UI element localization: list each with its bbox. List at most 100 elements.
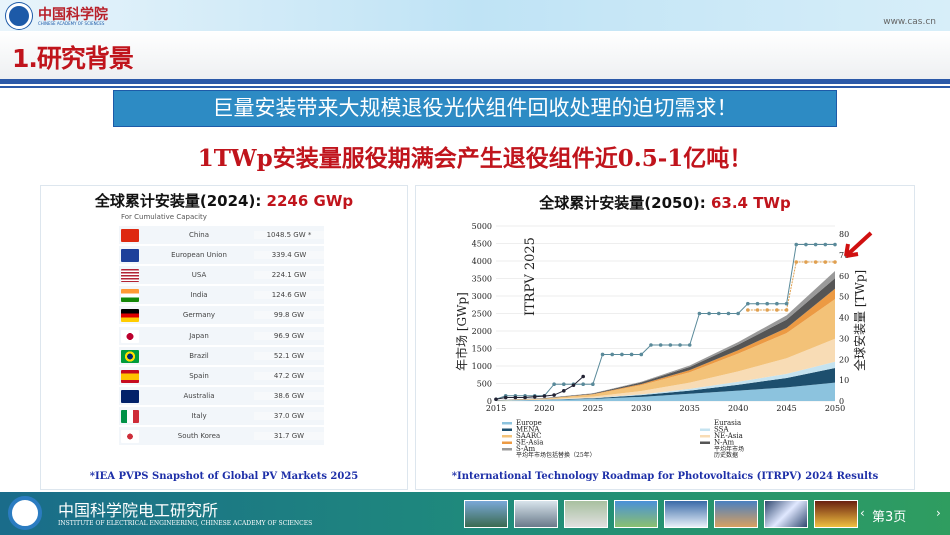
table-row: Italy 37.0 GW bbox=[119, 406, 324, 425]
next-page-button[interactable]: › bbox=[936, 506, 941, 520]
left-panel-title: 全球累计安装量(2024): 2246 GWp bbox=[41, 190, 407, 211]
itrpv-chart: 0500100015002000250030003500400045005000… bbox=[454, 222, 873, 459]
thumbnail-image bbox=[614, 500, 658, 528]
avg-market-line-point bbox=[746, 308, 750, 312]
legend-label: 历史数据 bbox=[714, 451, 738, 459]
capacity-value: 52.1 GW bbox=[254, 351, 324, 360]
avg-market-line-point bbox=[794, 260, 799, 264]
country-name: China bbox=[189, 231, 209, 239]
website-url: www.cas.cn bbox=[883, 17, 936, 27]
avg-market-line-point bbox=[804, 260, 808, 264]
y-tick-label: 500 bbox=[477, 380, 492, 389]
historical-line-point bbox=[523, 395, 527, 400]
legend-swatch bbox=[700, 428, 710, 431]
top-header: 中国科学院 CHINESE ACADEMY OF SCIENCES www.ca… bbox=[0, 0, 950, 31]
market-incl-replacement-line-point bbox=[591, 382, 595, 386]
country-name: Germany bbox=[182, 311, 216, 320]
x-tick-label: 2015 bbox=[486, 404, 506, 413]
footer: 中国科学院电工研究所 INSTITUTE OF ELECTRICAL ENGIN… bbox=[0, 492, 950, 535]
historical-line-point bbox=[552, 393, 556, 397]
market-incl-replacement-line-point bbox=[658, 343, 663, 347]
table-row: India 124.6 GW bbox=[119, 286, 324, 305]
flag-usa-icon bbox=[121, 269, 139, 283]
area-saarc bbox=[496, 299, 835, 401]
institute-logo-icon bbox=[8, 496, 42, 530]
y2-tick-label: 10 bbox=[839, 376, 849, 385]
capacity-value: 1048.5 GW * bbox=[254, 231, 324, 239]
y-tick-label: 3000 bbox=[472, 292, 492, 301]
market-incl-replacement-line-point bbox=[746, 301, 750, 306]
flag-italy-icon bbox=[121, 409, 139, 423]
historical-line-point bbox=[571, 383, 576, 388]
capacity-value: 38.6 GW bbox=[254, 391, 324, 400]
table-row: South Korea 31.7 GW bbox=[119, 427, 324, 445]
capacity-value: 339.4 GW bbox=[254, 251, 324, 260]
historical-line-point bbox=[513, 395, 518, 400]
market-incl-replacement-line-point bbox=[581, 382, 585, 386]
avg-market-line bbox=[747, 261, 835, 311]
country-name: USA bbox=[191, 271, 207, 280]
historical-line-point bbox=[562, 389, 566, 393]
y-tick-label: 5000 bbox=[472, 222, 492, 231]
y2-tick-label: 80 bbox=[839, 230, 849, 239]
right-panel: 全球累计安装量(2050): 63.4 TWp 0 500 1000 1500 2000… bbox=[415, 185, 915, 490]
page-number: 第3页 bbox=[872, 510, 907, 525]
capacity-value: 47.2 GW bbox=[254, 371, 324, 380]
table-row: Japan 96.9 GW bbox=[119, 326, 324, 345]
thumbnail-image bbox=[764, 500, 808, 528]
slide-title: 1.研究背景 bbox=[12, 44, 134, 73]
flag-australia-icon bbox=[121, 389, 139, 403]
market-incl-replacement-line-point bbox=[765, 301, 769, 306]
area-n-am bbox=[496, 278, 835, 401]
y-tick-label: 1000 bbox=[472, 362, 492, 371]
historical-line bbox=[495, 376, 584, 400]
historical-line-point bbox=[494, 397, 498, 402]
table-row: Australia 38.6 GW bbox=[119, 386, 324, 405]
table-row: Spain 47.2 GW bbox=[119, 366, 324, 385]
area-se-asia bbox=[496, 288, 835, 401]
country-name: Japan bbox=[189, 331, 209, 340]
thumbnail-image bbox=[664, 500, 708, 528]
legend-label: Europe bbox=[516, 419, 542, 427]
x-tick-label: 2045 bbox=[776, 404, 796, 413]
cas-logo-icon bbox=[6, 3, 32, 29]
market-incl-replacement-line-point bbox=[678, 343, 682, 347]
legend-swatch bbox=[700, 441, 710, 444]
y-axis-label: 年市场 [GWp] bbox=[454, 292, 469, 371]
prev-page-button[interactable]: ‹ bbox=[860, 506, 865, 520]
avg-market-line-point bbox=[813, 260, 818, 264]
market-incl-replacement-line-point bbox=[794, 242, 799, 247]
red-arrow-icon bbox=[844, 231, 873, 258]
table-row: China 1048.5 GW * bbox=[119, 226, 324, 244]
x-tick-label: 2025 bbox=[583, 404, 603, 413]
table-row: Brazil 52.1 GW bbox=[119, 346, 324, 365]
legend-label: 平均年市场 bbox=[714, 445, 744, 453]
capacity-value: 99.8 GW bbox=[254, 311, 324, 320]
historical-line-point bbox=[532, 395, 537, 399]
flag-south-korea-icon bbox=[121, 430, 139, 443]
legend-label: S-Am bbox=[516, 445, 535, 453]
market-incl-replacement-line-point bbox=[668, 343, 673, 347]
y2-tick-label: 50 bbox=[839, 293, 849, 302]
capacity-value: 96.9 GW bbox=[254, 331, 324, 340]
country-name: Brazil bbox=[189, 351, 209, 360]
flag-spain-icon bbox=[121, 369, 139, 383]
watermark: ITRPV 2025 bbox=[523, 237, 538, 316]
country-name: Spain bbox=[189, 371, 209, 380]
market-incl-replacement-line-point bbox=[610, 352, 615, 357]
avg-market-line-point bbox=[833, 260, 837, 264]
flag-china-icon bbox=[121, 229, 139, 242]
market-incl-replacement-line-point bbox=[620, 352, 624, 357]
country-name: Australia bbox=[183, 391, 215, 400]
market-incl-replacement-line-point bbox=[755, 301, 760, 306]
legend-swatch bbox=[502, 435, 512, 438]
legend-label: SSA bbox=[714, 426, 729, 434]
flag-eu-icon bbox=[121, 249, 139, 263]
left-panel: 全球累计安装量(2024): 2246 GWp For Cumulative C… bbox=[40, 185, 408, 490]
avg-market-line-point bbox=[775, 308, 779, 312]
thumbnail-strip bbox=[464, 500, 858, 528]
legend-label: SAARC bbox=[516, 432, 542, 440]
y2-tick-label: 0 bbox=[839, 397, 844, 406]
country-name: India bbox=[190, 291, 208, 300]
market-incl-replacement-line-point bbox=[562, 382, 566, 386]
